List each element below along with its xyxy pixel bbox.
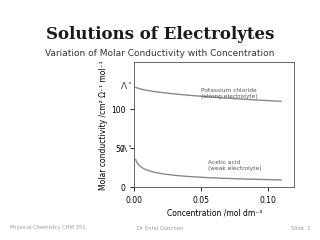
Text: Variation of Molar Conductivity with Concentration: Variation of Molar Conductivity with Con…	[45, 49, 275, 59]
Text: Physical Chemistry CHM 351: Physical Chemistry CHM 351	[10, 226, 85, 230]
Text: Solutions of Electrolytes: Solutions of Electrolytes	[46, 26, 274, 43]
Text: Acetic acid
(weak electrolyte): Acetic acid (weak electrolyte)	[208, 160, 261, 171]
Text: Dr Enfal Ounchen: Dr Enfal Ounchen	[137, 226, 183, 230]
Text: Slide  1: Slide 1	[291, 226, 310, 230]
Text: Potassium chloride
(strong electrolyte): Potassium chloride (strong electrolyte)	[201, 88, 258, 99]
Text: $\Lambda^\circ$: $\Lambda^\circ$	[120, 143, 132, 154]
Y-axis label: Molar conductivity /cm² Ω⁻¹ mol⁻¹: Molar conductivity /cm² Ω⁻¹ mol⁻¹	[99, 60, 108, 190]
X-axis label: Concentration /mol dm⁻³: Concentration /mol dm⁻³	[167, 208, 262, 217]
Text: $\Lambda^\circ$: $\Lambda^\circ$	[120, 80, 132, 91]
